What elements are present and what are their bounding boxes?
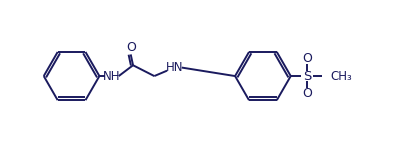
Text: S: S [302, 70, 310, 83]
Text: O: O [126, 41, 135, 54]
Text: O: O [301, 87, 311, 100]
Text: HN: HN [165, 61, 183, 74]
Text: O: O [301, 52, 311, 65]
Text: NH: NH [103, 70, 120, 83]
Text: CH₃: CH₃ [329, 70, 351, 83]
